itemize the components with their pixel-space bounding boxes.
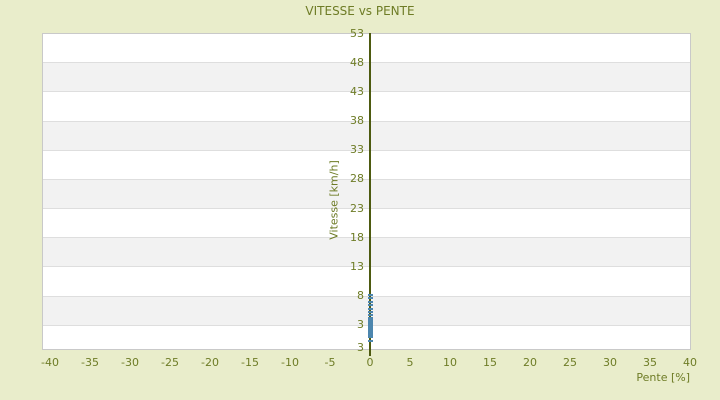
y-axis-min-label: 3 — [357, 340, 364, 354]
data-point — [368, 334, 373, 337]
grid-band — [43, 237, 690, 267]
data-point — [368, 332, 373, 335]
grid-band — [43, 208, 690, 237]
grid-band — [43, 150, 690, 179]
grid-band — [43, 325, 690, 350]
gridline — [43, 295, 690, 297]
data-point — [368, 321, 373, 324]
x-axis-title: Pente [%] — [636, 371, 690, 384]
y-tick-label: 18 — [350, 230, 364, 244]
y-tick-label: 28 — [350, 172, 364, 186]
data-point — [368, 335, 373, 338]
gridline — [43, 62, 690, 64]
y-tick-label: 13 — [350, 259, 364, 273]
grid-band — [43, 91, 690, 120]
data-point — [368, 328, 373, 331]
gridline — [43, 120, 690, 122]
gridline — [43, 237, 690, 239]
grid-band — [43, 178, 690, 208]
x-tick-label: -40 — [41, 356, 59, 369]
gridline — [43, 324, 690, 326]
x-tick-label: 15 — [483, 356, 497, 369]
x-tick-label: -5 — [324, 356, 336, 369]
data-point — [368, 320, 373, 323]
data-point — [368, 327, 373, 330]
data-point — [368, 307, 373, 310]
x-tick-label: 20 — [523, 356, 537, 369]
data-point — [368, 330, 373, 333]
grid-band — [43, 120, 690, 150]
grid-band — [43, 33, 690, 62]
x-tick-label: 35 — [643, 356, 657, 369]
x-tick-label: -10 — [281, 356, 299, 369]
gridline — [43, 91, 690, 93]
data-point — [368, 304, 373, 307]
gridline — [43, 208, 690, 209]
x-tick-label: 40 — [683, 356, 697, 369]
y-axis-title: Vitesse [km/h] — [327, 160, 341, 240]
data-point — [368, 340, 373, 342]
x-tick-label: 0 — [366, 356, 374, 369]
x-tick-label: -20 — [201, 356, 219, 369]
data-point — [368, 297, 373, 300]
data-point — [368, 316, 373, 319]
y-tick-label: 33 — [350, 143, 364, 157]
x-tick-label: -15 — [241, 356, 259, 369]
y-tick-label: 53 — [350, 26, 364, 40]
x-tick-label: 25 — [563, 356, 577, 369]
gridline — [43, 149, 690, 151]
x-tick-label: -35 — [81, 356, 99, 369]
y-tick-label: 38 — [350, 114, 364, 127]
gridline — [43, 178, 690, 180]
x-tick-label: 30 — [603, 356, 617, 369]
data-point — [368, 325, 373, 328]
data-point — [368, 293, 373, 296]
y-tick-label: 48 — [350, 55, 364, 69]
y-tick-label: 43 — [350, 84, 364, 98]
x-tick-label: -30 — [121, 356, 139, 369]
gridline — [43, 266, 690, 268]
y-tick-label: 23 — [350, 201, 364, 215]
y-tick-label: 8 — [357, 289, 364, 302]
data-point — [368, 323, 373, 326]
data-point — [368, 311, 373, 314]
x-tick-label: -25 — [161, 356, 179, 369]
grid-band — [43, 62, 690, 92]
grid-band — [43, 295, 690, 325]
x-tick-label: 5 — [406, 356, 414, 369]
data-point — [368, 300, 373, 303]
y-tick-label: 3 — [357, 318, 364, 332]
y-axis-line — [369, 33, 371, 356]
grid-band — [43, 266, 690, 295]
chart-title: VITESSE vs PENTE — [305, 4, 415, 18]
x-tick-label: 10 — [443, 356, 457, 369]
data-point — [368, 314, 373, 317]
data-point — [368, 318, 373, 321]
